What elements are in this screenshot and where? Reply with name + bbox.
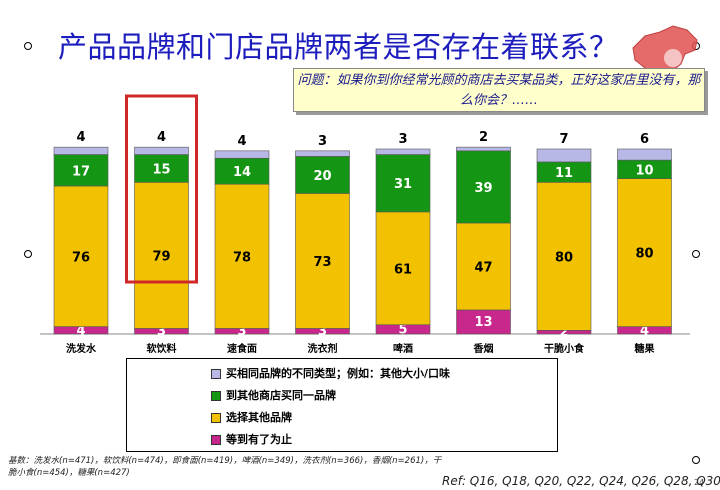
data-label: 2 [559,325,568,340]
slide-bullet [692,250,700,258]
data-label: 7 [559,132,568,147]
category-label: 洗衣剂 [308,342,338,355]
highlight-box [125,94,198,284]
data-label: 4 [76,130,85,145]
data-label: 79 [152,249,170,264]
data-label: 39 [474,181,492,196]
category-label: 啤酒 [393,342,413,355]
data-label: 31 [394,177,412,192]
bar-segment [134,146,189,155]
bar-segment [134,154,189,183]
bar-segment [456,150,511,224]
bar-segment [214,183,270,329]
legend-item: 买相同品牌的不同类型；例如：其他大小/口味 [211,365,450,381]
data-label: 2 [479,130,488,145]
data-label: 3 [318,324,327,339]
data-label: 4 [157,130,166,145]
data-label: 3 [318,134,327,149]
data-label: 3 [398,132,407,147]
category-label: 糖果 [635,342,656,355]
bar-segment [295,193,350,329]
bar-segment [536,182,592,331]
bar-segment [536,148,592,163]
data-label: 15 [152,162,170,177]
data-label: 73 [313,255,331,270]
legend-label: 到其他商店买同一品牌 [226,389,336,402]
data-label: 76 [72,250,90,265]
data-label: 3 [157,324,166,339]
reference-note: Ref: Q16, Q18, Q20, Q22, Q24, Q26, Q28, … [442,474,720,488]
slide-bullet [24,42,32,50]
data-label: 80 [555,250,573,265]
slide-bullet [24,250,32,258]
data-label: 14 [233,165,251,180]
legend-label: 买相同品牌的不同类型；例如：其他大小/口味 [226,367,451,380]
data-label: 3 [237,324,246,339]
category-label: 干脆小食 [544,342,585,355]
data-label: 20 [313,169,331,184]
legend-swatch [211,413,221,423]
legend-swatch [211,369,221,379]
bar-segment [134,182,189,329]
legend-label: 选择其他品牌 [226,411,292,424]
legend-item: 到其他商店买同一品牌 [211,387,336,403]
legend-label: 等到有了为止 [226,433,292,446]
bar-segment [295,156,350,194]
category-label: 速食面 [227,342,257,355]
page-number: 24 [694,478,705,487]
legend-item: 等到有了为止 [211,431,292,447]
data-label: 61 [394,262,412,277]
bar-segment [375,211,431,326]
bar-segment [295,150,350,157]
china-map-decoration [632,25,698,75]
legend-swatch [211,391,221,401]
category-label: 香烟 [474,342,494,355]
data-label: 13 [474,315,492,330]
bar-segment [214,157,270,185]
category-label: 软饮料 [147,342,177,355]
bar-segment [214,150,270,159]
slide-bullet [692,456,700,464]
question-box: 问题：如果你到你经常光顾的商店去买某品类，正好这家店里没有，那么你会？…… [293,68,705,112]
data-label: 4 [76,323,85,338]
data-label: 11 [555,166,573,181]
bar-segment [53,146,109,155]
bar-segment [456,222,511,311]
data-label: 78 [233,250,251,265]
bar-segment [53,154,109,187]
bar-segment [617,148,672,161]
legend-item: 选择其他品牌 [211,409,292,425]
data-label: 5 [398,322,407,337]
chart-legend: 买相同品牌的不同类型；例如：其他大小/口味 到其他商店买同一品牌 选择其他品牌 … [126,358,558,452]
data-label: 17 [72,164,90,179]
data-label: 6 [640,132,649,147]
data-label: 10 [635,163,653,178]
bar-segment [375,148,431,155]
bar-segment [456,309,511,335]
bar-segment [617,178,672,327]
stacked-bar-chart: 476174洗发水379154软饮料378144速食面373203洗衣剂5613… [40,94,690,355]
page-title: 产品品牌和门店品牌两者是否存在着联系？ [58,30,619,64]
bar-segment [53,185,109,327]
data-label: 47 [474,260,492,275]
legend-swatch [211,435,221,445]
data-label: 4 [640,323,649,338]
category-label: 洗发水 [66,342,97,355]
data-label: 4 [237,134,246,149]
bar-segment [456,146,511,152]
base-note: 基数：洗发水(n=471)，软饮料(n=474)，即食面(n=419)，啤酒(n… [8,456,442,478]
data-label: 80 [635,247,653,262]
